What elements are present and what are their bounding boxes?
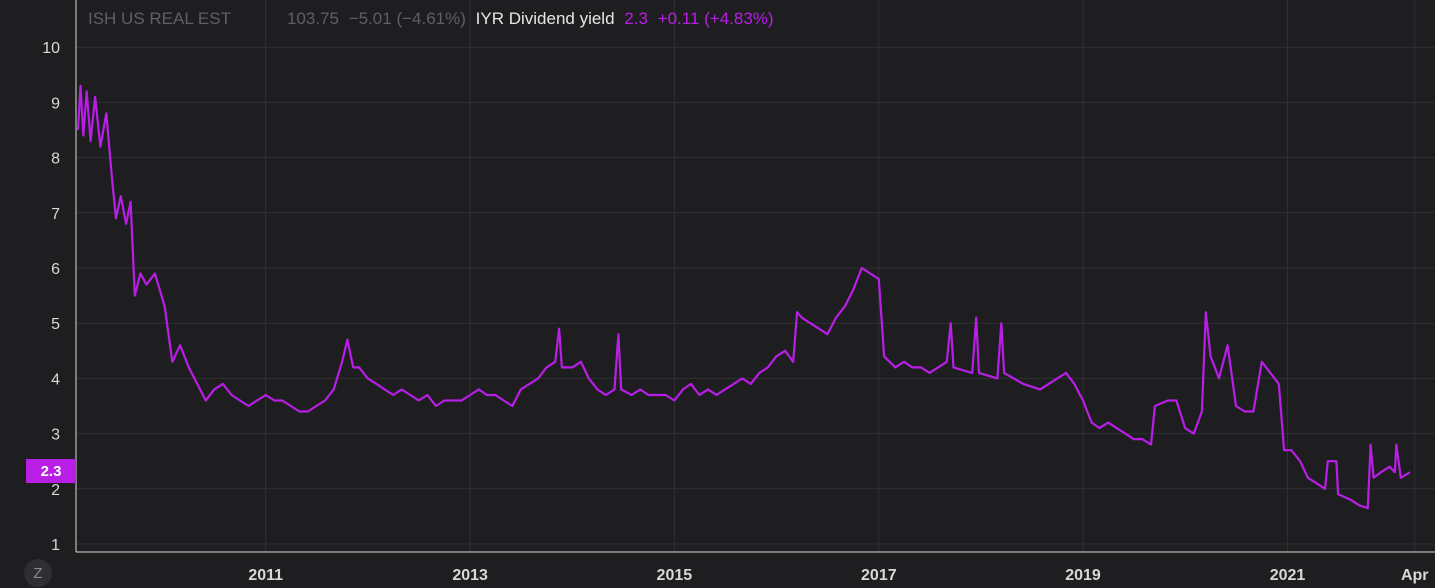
y-tick-label: 10	[42, 40, 60, 57]
y-tick-label: 6	[51, 261, 60, 278]
gridlines	[76, 0, 1435, 552]
x-tick-label: 2013	[452, 567, 488, 584]
x-tick-label: 2019	[1065, 567, 1101, 584]
y-tick-label: 8	[51, 151, 60, 168]
axes: 1 2 3 4 5 6 7 8 9 10 2011 2013 2015 2017 2019 2021 Apr	[42, 0, 1435, 584]
x-tick-label: 2021	[1270, 567, 1306, 584]
legend-ticker-change: −5.01 (−4.61%)	[348, 9, 466, 28]
current-value-tag: 2.3	[26, 459, 76, 483]
y-tick-label: 3	[51, 427, 60, 444]
legend-series-change: +0.11 (+4.83%)	[657, 9, 774, 28]
chart-legend: ISH US REAL EST 103.75 −5.01 (−4.61%) IYR…	[88, 9, 779, 29]
y-tick-label: 4	[51, 371, 60, 388]
legend-series-label: IYR Dividend yield	[475, 9, 615, 28]
legend-ticker-price: 103.75	[286, 9, 339, 28]
zoom-reset-button[interactable]: Z	[24, 559, 52, 587]
x-tick-label: Apr	[1401, 567, 1429, 584]
y-tick-label: 5	[51, 316, 60, 333]
y-tick-label: 9	[51, 95, 60, 112]
legend-series-value: 2.3	[624, 9, 648, 28]
x-tick-label: 2017	[861, 567, 897, 584]
y-tick-label: 2	[51, 482, 60, 499]
y-tick-label: 1	[51, 537, 60, 554]
y-tick-label: 7	[51, 206, 60, 223]
x-tick-label: 2015	[657, 567, 693, 584]
plot-area	[76, 84, 1411, 510]
x-tick-label: 2011	[248, 567, 283, 584]
legend-ticker-name: ISH US REAL EST	[88, 9, 231, 28]
series-line-dividend-yield	[76, 84, 1411, 510]
